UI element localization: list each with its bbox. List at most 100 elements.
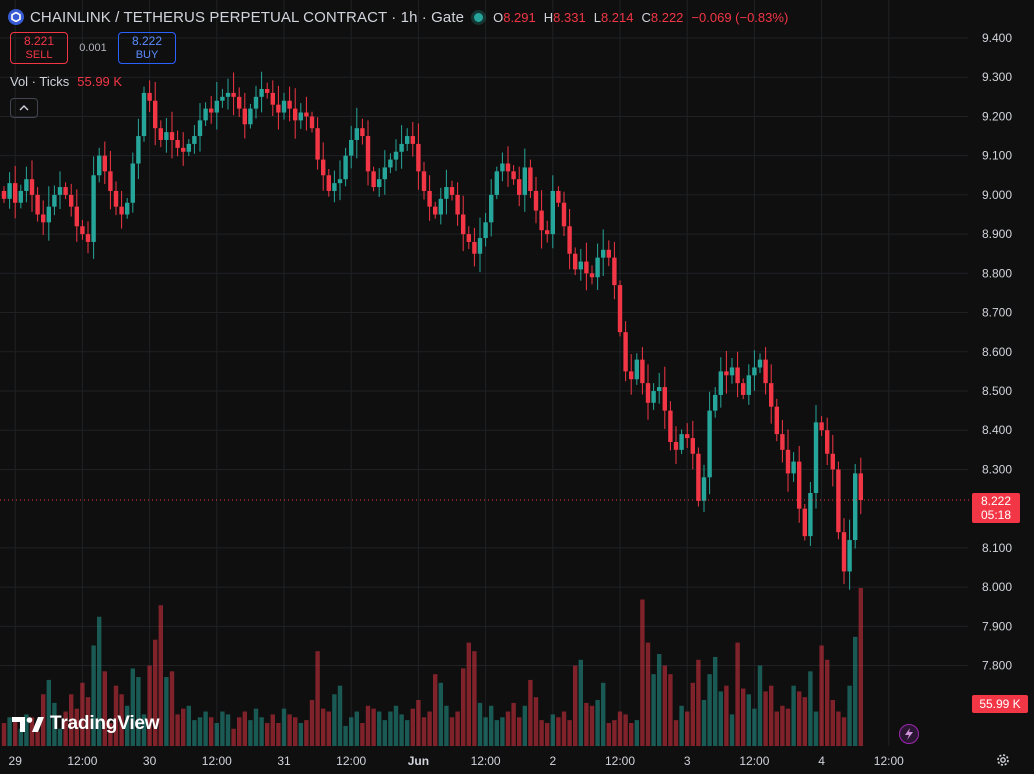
- volume-bar: [225, 714, 231, 746]
- candle-body: [1, 190, 7, 199]
- volume-bar: [304, 720, 309, 746]
- symbol-title[interactable]: CHAINLINK / TETHERUS PERPETUAL CONTRACT …: [30, 8, 465, 26]
- time-axis[interactable]: 29 12:00 30 12:00 31 12:00 Jun 12:00 2 12:00 3 12:0…: [9, 754, 905, 768]
- volume-bar: [24, 714, 29, 746]
- candle-body: [220, 96, 225, 101]
- candle-body: [606, 249, 611, 258]
- y-tick-label: 8.600: [982, 345, 1012, 359]
- trade-panel: 8.221 SELL 0.001 8.222 BUY: [10, 32, 176, 64]
- candle-body: [175, 139, 180, 148]
- candle-body: [522, 167, 527, 195]
- volume-bar: [365, 705, 371, 746]
- volume-bar: [388, 711, 393, 746]
- buy-price: 8.222: [131, 34, 163, 48]
- volume-bar: [46, 679, 51, 746]
- ohlc-values: O8.291 H8.331 L8.214 C8.222 −0.069 (−0.8…: [493, 10, 788, 25]
- buy-button[interactable]: 8.222 BUY: [118, 32, 176, 64]
- candle-body: [332, 183, 337, 191]
- high-key: H: [543, 9, 554, 25]
- volume-bar: [231, 728, 236, 746]
- volume-bar: [203, 711, 208, 746]
- volume-bar: [634, 720, 639, 746]
- candle-body: [612, 257, 617, 286]
- tradingview-logo[interactable]: TradingView: [12, 713, 160, 735]
- candle-body: [461, 214, 466, 235]
- candle-body: [186, 143, 191, 152]
- volume-bar: [707, 674, 712, 746]
- volume-bar: [410, 708, 415, 746]
- volume-bar: [769, 685, 774, 746]
- candle-body: [388, 159, 393, 168]
- volume-bar: [119, 694, 124, 746]
- sell-button[interactable]: 8.221 SELL: [10, 32, 68, 64]
- candle-body: [449, 187, 455, 195]
- candle-body: [259, 88, 264, 97]
- y-tick-label: 7.800: [982, 659, 1012, 673]
- candle-body: [265, 88, 270, 93]
- candle-body: [444, 187, 449, 199]
- bar-countdown: 05:18: [980, 508, 1012, 522]
- y-tick-label: 8.300: [982, 462, 1012, 476]
- volume-bar: [1, 723, 7, 746]
- volume-bar: [556, 717, 561, 746]
- price-axis[interactable]: 9.400 9.300 9.200 9.100 9.000 8.900 8.800 8.700…: [982, 31, 1012, 673]
- collapse-legend-button[interactable]: [10, 98, 38, 118]
- y-tick-label: 8.000: [982, 580, 1012, 594]
- volume-bar: [533, 697, 539, 746]
- volume-legend[interactable]: Vol · Ticks 55.99 K: [10, 74, 122, 89]
- candle-body: [231, 92, 236, 97]
- x-tick-label: 31: [277, 754, 291, 768]
- candle-body: [276, 104, 281, 113]
- volume-bar: [421, 717, 427, 746]
- candle-body: [197, 120, 203, 137]
- volume-bar: [757, 665, 763, 746]
- candle-body: [80, 226, 85, 235]
- volume-bar: [248, 720, 253, 746]
- volume-bar: [629, 723, 634, 746]
- volume-bar: [242, 711, 247, 746]
- candle-body: [785, 449, 791, 474]
- volume-bar: [214, 723, 219, 746]
- y-tick-label: 9.000: [982, 188, 1012, 202]
- candle-body: [584, 261, 589, 274]
- volume-bar: [438, 682, 443, 746]
- volume-bar: [354, 711, 359, 746]
- x-tick-label: 29: [9, 754, 23, 768]
- volume-bar: [80, 682, 85, 746]
- candle-body: [248, 108, 253, 125]
- y-tick-label: 8.400: [982, 423, 1012, 437]
- tradingview-wordmark: TradingView: [50, 713, 160, 734]
- candle-body: [382, 167, 387, 180]
- candle-body: [141, 92, 147, 137]
- candle-body: [797, 461, 802, 509]
- volume-bar: [606, 723, 611, 746]
- gear-icon[interactable]: [995, 752, 1011, 768]
- volume-bar: [690, 682, 695, 746]
- alert-button[interactable]: [899, 724, 919, 744]
- volume-bar: [780, 705, 785, 746]
- last-price-value: 8.222: [980, 494, 1012, 508]
- candle-body: [640, 359, 645, 384]
- chainlink-icon: [8, 9, 24, 25]
- candle-body: [393, 151, 399, 160]
- candle-body: [343, 155, 348, 180]
- candle-body: [813, 422, 819, 493]
- x-tick-label: Jun: [408, 754, 429, 768]
- candle-body: [29, 179, 35, 195]
- volume-bar: [349, 717, 354, 746]
- candle-body: [679, 434, 684, 450]
- candle-body: [533, 190, 539, 211]
- candle-body: [466, 234, 471, 242]
- volume-bar: [489, 705, 494, 746]
- volume-bar: [13, 720, 18, 746]
- volume-bar: [382, 720, 387, 746]
- volume-bar: [836, 711, 841, 746]
- candle-body: [52, 194, 57, 207]
- candle-body: [130, 163, 135, 203]
- candle-body: [825, 430, 830, 454]
- chevron-up-icon: [19, 105, 29, 111]
- volume-bar: [220, 711, 225, 746]
- y-tick-label: 9.400: [982, 31, 1012, 45]
- volume-bar: [377, 711, 382, 746]
